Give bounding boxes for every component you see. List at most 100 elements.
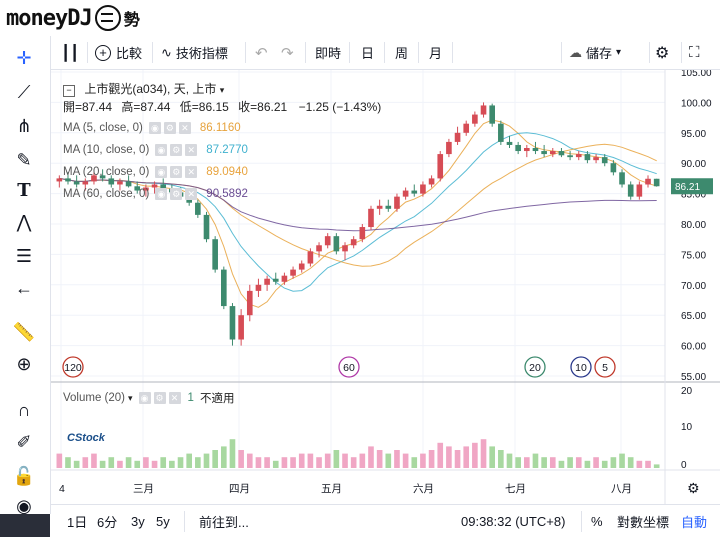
volume-bar — [601, 460, 608, 468]
close-icon[interactable]: ✕ — [185, 166, 198, 178]
goto-date-button[interactable]: 前往到... — [199, 515, 249, 530]
chart-svg[interactable]: 105.00 100.00 95.00 90.00 85.00 80.00 75.00 70.… — [51, 70, 720, 514]
arrow-left-icon[interactable]: ← — [15, 277, 33, 298]
clock-time[interactable]: 09:38:32 (UTC+8) — [461, 514, 566, 529]
crosshair-icon[interactable]: ✛ — [16, 47, 32, 68]
candle-body — [385, 205, 392, 209]
gear-icon[interactable]: ⚙ — [170, 188, 183, 200]
eye-icon[interactable]: ◉ — [138, 392, 151, 404]
ma-controls[interactable]: ◉ ⚙ ✕ — [155, 144, 200, 156]
volume-note: 不適用 — [199, 393, 235, 405]
candle-body — [342, 245, 348, 252]
range-6m-button[interactable]: 6分 — [97, 515, 118, 530]
volume-bar — [56, 453, 63, 468]
ma-20-legend[interactable]: MA (20, close, 0) ◉ ⚙ ✕ 89.0940 — [63, 166, 248, 178]
candle-body — [117, 181, 123, 185]
eye-icon[interactable]: ◉ — [155, 166, 168, 178]
auto-scale-button[interactable]: 自動 — [681, 515, 708, 530]
volume-controls[interactable]: ◉ ⚙ ✕ — [138, 392, 184, 404]
volume-bar — [420, 453, 426, 468]
candle-type-icon[interactable]: ┃┃ — [61, 44, 80, 62]
fullscreen-icon[interactable]: ⛶ — [689, 44, 700, 61]
log-scale-button[interactable]: 對數坐標 — [617, 515, 670, 530]
candle-body — [255, 284, 262, 291]
toolbar-separator — [349, 42, 350, 63]
volume-bar — [368, 446, 374, 468]
gear-icon[interactable]: ⚙ — [163, 122, 176, 134]
ma-label: MA (5, close, 0) — [63, 122, 143, 134]
chevron-down-icon: ▾ — [616, 47, 622, 58]
close-icon[interactable]: ✕ — [168, 392, 181, 404]
ma-60-legend[interactable]: MA (60, close, 0) ◉ ⚙ ✕ 90.5892 — [63, 188, 248, 200]
volume-bar — [584, 460, 591, 468]
month-button[interactable]: 月 — [429, 46, 443, 61]
zoom-in-icon[interactable]: ⊕ — [16, 353, 32, 374]
volume-bar — [324, 453, 331, 468]
price-tick-label: 75.00 — [681, 250, 706, 261]
gear-icon[interactable]: ⚙ — [655, 44, 670, 62]
toolbar-collapse[interactable] — [0, 514, 50, 537]
cloud-icon: ☁ — [569, 44, 582, 60]
day-button[interactable]: 日 — [361, 46, 375, 61]
candle-body — [56, 178, 63, 182]
volume-bar — [524, 457, 530, 468]
volume-bar — [177, 457, 184, 468]
realtime-button[interactable]: 即時 — [315, 46, 342, 61]
volume-bar — [437, 442, 444, 468]
range-5y-button[interactable]: 5y — [156, 514, 170, 529]
brush-icon[interactable]: ✎ — [16, 149, 32, 170]
eye-icon[interactable]: ◉ — [155, 144, 168, 156]
ma-10-legend[interactable]: MA (10, close, 0) ◉ ⚙ ✕ 87.2770 — [63, 144, 248, 156]
current-price-label: 86.21 — [675, 182, 700, 193]
candle-body — [91, 175, 97, 182]
open-value: 開=87.44 — [63, 100, 113, 114]
volume-bar — [125, 457, 132, 468]
pattern-icon[interactable]: ⋀ — [16, 211, 32, 232]
volume-bar — [342, 453, 348, 468]
close-icon[interactable]: ✕ — [178, 122, 191, 134]
magnet-icon[interactable]: ∩ — [17, 399, 31, 420]
candle-body — [99, 175, 106, 179]
candle-body — [368, 208, 374, 228]
legend-collapse-icon[interactable]: − — [63, 85, 75, 97]
gear-icon[interactable]: ⚙ — [687, 480, 700, 496]
undo-icon[interactable]: ↶ — [255, 44, 268, 62]
gear-icon[interactable]: ⚙ — [170, 166, 183, 178]
compare-button[interactable]: + 比較 — [95, 36, 142, 69]
ma-5-legend[interactable]: MA (5, close, 0) ◉ ⚙ ✕ 86.1160 — [63, 122, 241, 134]
eye-icon[interactable]: ◉ — [148, 122, 161, 134]
redo-icon[interactable]: ↷ — [281, 44, 294, 62]
draw-lock-icon[interactable]: ✐ — [16, 431, 32, 452]
period-marker — [594, 356, 616, 378]
ma-controls[interactable]: ◉ ⚙ ✕ — [155, 188, 200, 200]
ma-value: 87.2770 — [206, 144, 248, 156]
range-3y-button[interactable]: 3y — [131, 514, 145, 529]
close-icon[interactable]: ✕ — [185, 188, 198, 200]
eye-icon[interactable]: ◉ — [16, 495, 32, 516]
indicators-button[interactable]: ∿ 技術指標 — [161, 36, 228, 69]
range-1d-button[interactable]: 1日 — [67, 515, 88, 530]
trend-line-icon[interactable]: ⟋ — [17, 81, 31, 102]
pitchfork-icon[interactable]: ⋔ — [16, 115, 32, 136]
candle-body — [454, 132, 461, 142]
percent-scale-button[interactable]: % — [591, 514, 603, 529]
gear-icon[interactable]: ⚙ — [153, 392, 166, 404]
close-icon[interactable]: ✕ — [185, 144, 198, 156]
save-button[interactable]: ☁ 儲存 ▾ — [569, 36, 621, 69]
unlock-icon[interactable]: 🔓 — [12, 465, 36, 486]
candle-body — [333, 236, 340, 252]
change-value: −1.25 (−1.43%) — [298, 100, 382, 114]
time-tick-label: 4 — [59, 483, 65, 495]
ma-controls[interactable]: ◉ ⚙ ✕ — [155, 166, 200, 178]
gear-icon[interactable]: ⚙ — [170, 144, 183, 156]
prediction-icon[interactable]: ☰ — [15, 245, 33, 266]
ma-controls[interactable]: ◉ ⚙ ✕ — [148, 122, 194, 134]
ruler-icon[interactable]: 📏 — [12, 321, 36, 342]
week-button[interactable]: 周 — [395, 46, 409, 61]
ma-value: 89.0940 — [206, 166, 248, 178]
eye-icon[interactable]: ◉ — [155, 188, 168, 200]
volume-legend[interactable]: Volume (20) ▾ ◉ ⚙ ✕ 1 不適用 — [63, 390, 234, 406]
text-tool-icon[interactable]: T — [17, 179, 31, 201]
chart-area[interactable]: 105.00 100.00 95.00 90.00 85.00 80.00 75.00 70.… — [51, 70, 720, 514]
candle-body — [463, 123, 470, 133]
